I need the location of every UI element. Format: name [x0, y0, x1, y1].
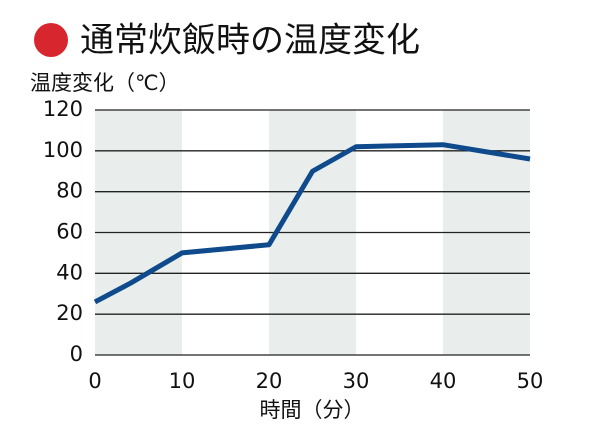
- x-axis-label: 時間（分）: [260, 398, 365, 422]
- y-tick-label: 120: [43, 97, 83, 121]
- x-tick-label: 0: [88, 369, 101, 393]
- x-tick-label: 10: [169, 369, 196, 393]
- x-tick-label: 50: [517, 369, 544, 393]
- data-line: [93, 142, 531, 305]
- y-axis-label: 温度変化（℃）: [30, 71, 180, 95]
- x-tick-label: 30: [343, 369, 370, 393]
- x-tick-label: 20: [256, 369, 283, 393]
- y-tick-label: 60: [56, 220, 83, 244]
- x-tick-label: 40: [430, 369, 457, 393]
- y-tick-label: 0: [70, 342, 83, 366]
- title-marker: [34, 23, 68, 57]
- y-tick-label: 20: [56, 301, 83, 325]
- y-tick-label: 80: [56, 179, 83, 203]
- y-tick-label: 100: [43, 138, 83, 162]
- chart-title: 通常炊飯時の温度変化: [80, 21, 420, 61]
- y-tick-label: 40: [56, 260, 83, 284]
